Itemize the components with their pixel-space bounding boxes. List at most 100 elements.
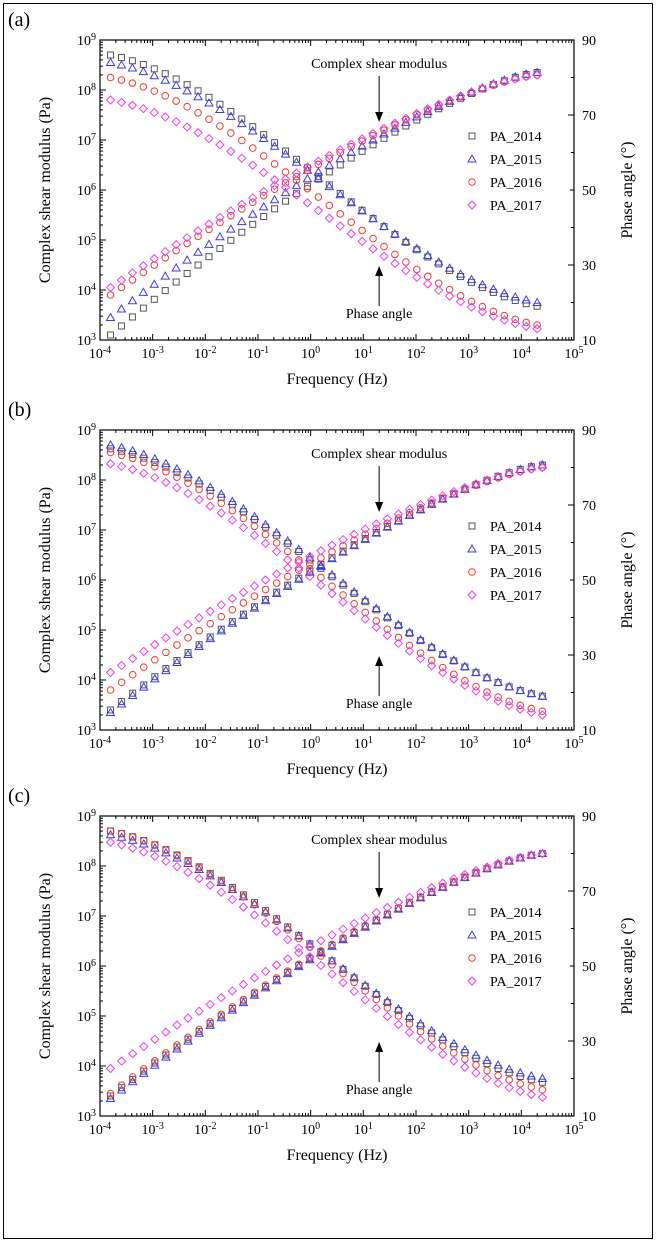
modulus-point	[293, 574, 304, 583]
phase-point	[305, 952, 315, 962]
modulus-point	[325, 168, 333, 176]
y-right-tick-label: 30	[582, 649, 596, 664]
phase-point	[172, 463, 182, 473]
phase-point	[526, 707, 537, 718]
phase-point	[516, 1072, 524, 1080]
modulus-point	[183, 239, 191, 248]
phase-point	[537, 710, 548, 720]
modulus-point	[360, 524, 370, 534]
modulus-point	[346, 147, 357, 156]
modulus-point	[415, 887, 426, 898]
phase-point	[237, 136, 246, 145]
phase-point	[483, 688, 491, 696]
phase-point	[183, 867, 193, 878]
phase-point	[172, 852, 182, 862]
phase-point	[433, 285, 444, 295]
y-right-tick-label: 90	[582, 34, 596, 49]
phase-point	[105, 439, 116, 449]
modulus-point	[426, 495, 437, 505]
phase-point	[382, 611, 393, 621]
phase-point	[504, 1082, 514, 1093]
phase-point	[184, 857, 192, 866]
legend-label: PA_2015	[490, 929, 542, 944]
series-PA_2015	[105, 439, 548, 716]
modulus-point	[184, 634, 192, 642]
phase-point	[128, 57, 136, 65]
modulus-point	[412, 108, 422, 119]
panel-label: (b)	[8, 399, 31, 421]
modulus-point	[138, 682, 149, 691]
y-right-tick-label: 30	[582, 1035, 596, 1050]
modulus-point	[150, 295, 158, 303]
legend-marker	[467, 976, 477, 986]
phase-point	[533, 302, 541, 310]
phase-point	[412, 272, 422, 283]
modulus-point	[161, 1052, 171, 1061]
phase-point	[391, 250, 399, 259]
modulus-point	[347, 142, 355, 151]
modulus-point	[444, 95, 455, 105]
phase-point	[161, 856, 171, 866]
phase-point	[405, 641, 414, 650]
legend-label: PA_2017	[490, 975, 542, 990]
phase-point	[346, 197, 357, 207]
phase-point	[314, 172, 322, 180]
modulus-point	[393, 897, 404, 907]
phase-point	[282, 147, 290, 155]
modulus-point	[327, 930, 337, 940]
modulus-point	[327, 540, 337, 550]
modulus-point	[405, 509, 414, 517]
modulus-point	[107, 706, 115, 714]
modulus-point	[105, 1093, 116, 1102]
annotation-phase: Phase angle	[346, 697, 412, 712]
phase-point	[478, 302, 487, 311]
modulus-point	[162, 1049, 170, 1057]
phase-point	[380, 242, 388, 251]
phase-point	[511, 315, 520, 324]
phase-point	[393, 638, 404, 649]
legend-box	[452, 898, 570, 996]
phase-point	[247, 125, 258, 135]
phase-point	[460, 1044, 470, 1054]
modulus-point	[271, 205, 279, 213]
x-tick-label: 10-2	[194, 345, 216, 363]
modulus-point	[493, 472, 503, 482]
y-left-tick-label: 106	[77, 182, 96, 200]
modulus-point	[411, 111, 422, 121]
phase-point	[455, 269, 466, 278]
modulus-point	[160, 271, 171, 280]
modulus-point	[138, 287, 149, 296]
phase-point	[393, 619, 404, 629]
modulus-point	[335, 153, 346, 163]
modulus-point	[117, 283, 126, 292]
phase-point	[271, 914, 282, 924]
modulus-point	[438, 494, 447, 503]
phase-point	[313, 173, 324, 182]
modulus-point	[260, 213, 268, 221]
phase-point	[477, 307, 488, 317]
phase-point	[117, 54, 125, 62]
modulus-point	[139, 304, 147, 312]
phase-point	[127, 464, 138, 475]
phase-point	[128, 833, 137, 841]
phase-point	[291, 157, 302, 166]
modulus-point	[238, 979, 249, 990]
phase-point	[335, 189, 346, 199]
modulus-point	[521, 71, 531, 82]
phase-point	[271, 139, 279, 147]
phase-point	[205, 880, 215, 890]
modulus-point	[205, 606, 215, 617]
phase-point	[227, 496, 238, 505]
panel-label: (a)	[8, 9, 30, 31]
modulus-point	[515, 466, 525, 476]
phase-point	[283, 547, 292, 556]
y-right-axis-label: Phase angle (°)	[619, 141, 636, 238]
phase-point	[493, 1078, 503, 1088]
phase-point	[116, 840, 127, 850]
modulus-point	[393, 904, 404, 913]
modulus-point	[172, 278, 180, 286]
x-tick-label: 10-2	[194, 1121, 216, 1139]
modulus-point	[427, 887, 436, 896]
modulus-point	[127, 295, 138, 305]
modulus-point	[371, 519, 382, 529]
